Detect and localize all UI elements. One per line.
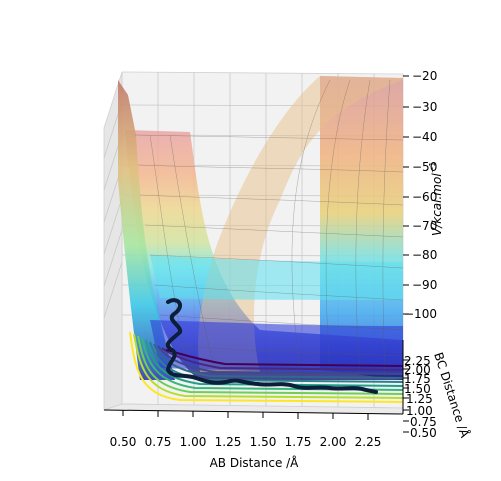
y-axis: 0.50 0.75 1.00 1.25 1.50 1.75 2.00 2.25 …: [402, 340, 473, 440]
x-axis: 0.50 0.75 1.00 1.25 1.50 1.75 2.00 2.25 …: [103, 409, 404, 470]
y-tick-label: 0.50: [410, 426, 437, 440]
trajectory-path: [165, 298, 378, 394]
z-tick-label: −40: [412, 130, 437, 144]
z-tick-label: −100: [404, 307, 437, 321]
x-tick-label: 0.75: [145, 435, 172, 449]
z-tick-label: −70: [412, 219, 437, 233]
z-axis-label: V/kcal.mol−1: [428, 162, 444, 236]
x-tick-label: 1.50: [250, 435, 277, 449]
x-tick-label: 2.00: [320, 435, 347, 449]
y-tick-label: 1.75: [404, 372, 431, 386]
z-tick-label: −30: [412, 100, 437, 114]
trajectory: [165, 298, 378, 394]
x-tick-label: 1.25: [215, 435, 242, 449]
energy-surface: [118, 76, 403, 380]
y-tick-label: 1.00: [406, 404, 433, 418]
z-tick-label: −50: [412, 160, 437, 174]
y-tick-label: 2.25: [404, 354, 431, 368]
surface-mesh: [134, 79, 404, 377]
x-tick-label: 1.00: [180, 435, 207, 449]
y-tick-label: 2.00: [404, 363, 431, 377]
y-tick-label: 1.50: [404, 382, 431, 396]
z-axis: −20 −30 −40 −50 −60 −70 −80 −90 −100 V/k…: [403, 69, 444, 321]
x-tick-label: 2.25: [355, 435, 382, 449]
y-tick-label: 1.25: [406, 392, 433, 406]
floor-contours: [129, 331, 404, 403]
z-tick-label: −90: [412, 278, 437, 292]
z-tick-label: −20: [412, 69, 437, 83]
y-tick-label: 0.75: [410, 415, 437, 429]
x-axis-label: AB Distance /Å: [210, 455, 300, 470]
z-tick-label: −60: [412, 190, 437, 204]
z-tick-label: −80: [412, 248, 437, 262]
y-axis-label: BC Distance /Å: [431, 350, 473, 440]
x-tick-label: 0.50: [110, 435, 137, 449]
x-tick-label: 1.75: [285, 435, 312, 449]
